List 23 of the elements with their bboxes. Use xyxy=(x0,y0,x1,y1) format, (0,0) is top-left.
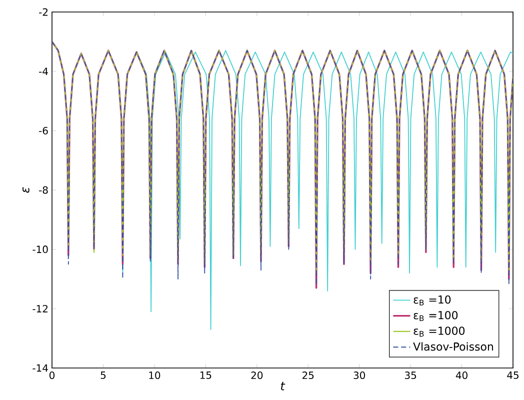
y-tick-label: -14 xyxy=(32,364,48,372)
x-tick-label: 45 xyxy=(507,372,518,379)
x-tick-label: 20 xyxy=(251,372,263,380)
x-tick-label: 0 xyxy=(49,372,55,380)
x-tick-label: 35 xyxy=(404,372,416,380)
x-tick-label: 10 xyxy=(149,372,160,380)
y-tick-label: -8 xyxy=(39,186,48,194)
legend-label: ε$_{B}$ =10 xyxy=(414,295,451,306)
y-tick-label: -4 xyxy=(39,68,48,75)
y-tick-label: -12 xyxy=(32,304,48,312)
y-tick-label: -10 xyxy=(32,246,48,254)
x-axis-title: t xyxy=(280,382,286,390)
x-tick-label: 40 xyxy=(456,372,468,380)
x-tick-label: 15 xyxy=(200,372,212,379)
y-axis-title: ε xyxy=(22,187,30,193)
legend-label: ε$_{B}$ =1000 xyxy=(414,326,465,337)
x-tick-label: 30 xyxy=(354,372,366,380)
legend-label: Vlasov-Poisson xyxy=(413,342,493,351)
y-tick-label: -6 xyxy=(39,126,48,134)
y-tick-label: -2 xyxy=(39,8,48,16)
legend-label: ε$_{B}$ =100 xyxy=(414,311,458,321)
x-tick-label: 25 xyxy=(302,372,314,380)
x-tick-label: 5 xyxy=(100,372,106,379)
